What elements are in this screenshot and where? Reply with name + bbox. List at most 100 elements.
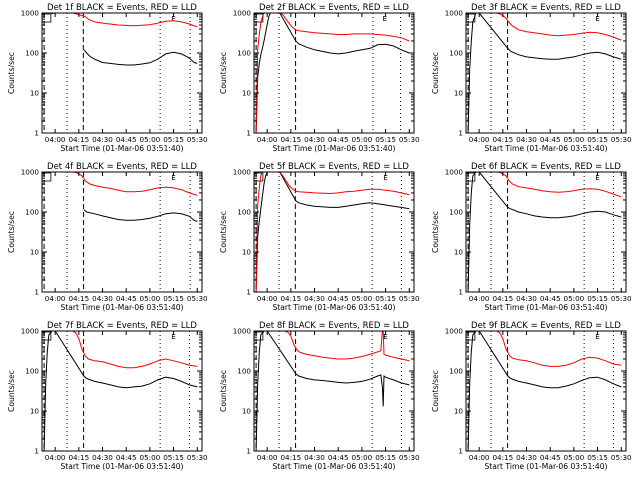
panel-9-ytick-label-100: 100 [449, 367, 463, 376]
panel-5-frame [253, 171, 415, 293]
panel-7-frame [41, 330, 203, 452]
panel-2-ytick-label-1000: 1000 [233, 9, 252, 18]
panel-7-series-events [43, 331, 198, 451]
panel-7-xtick-label-04:15: 04:15 [68, 453, 89, 462]
panel-8-title: Det 8f BLACK = Events, RED = LLD [259, 321, 409, 331]
panel-5-ylabel: Counts/sec [219, 211, 228, 253]
panel-6-series-lld [471, 172, 622, 198]
panel-4-ytick-label-1: 1 [34, 288, 39, 297]
panel-9-xlabel: Start Time (01-Mar-06 03:51:40) [484, 462, 607, 471]
panel-7-xlabel: Start Time (01-Mar-06 03:51:40) [60, 462, 183, 471]
panel-8-xtick-label-05:30: 05:30 [399, 453, 420, 462]
panel-6-xtick-label-04:00: 04:00 [469, 294, 490, 303]
panel-7-series-lld [47, 331, 198, 369]
panel-7-xtick-label-04:00: 04:00 [45, 453, 66, 462]
panel-1-xlabel: Start Time (01-Mar-06 03:51:40) [60, 144, 183, 153]
panel-5-series-lld [255, 172, 410, 292]
panel-3-xtick-label-04:30: 04:30 [516, 135, 537, 144]
panel-4-series-events [83, 209, 198, 222]
panel-9-frame [465, 330, 627, 452]
panel-9-xtick-label-04:45: 04:45 [540, 453, 561, 462]
panel-3-title: Det 3f BLACK = Events, RED = LLD [471, 3, 621, 13]
panel-4-ytick-label-10: 10 [30, 248, 40, 257]
panel-7-letter-marker: E [171, 332, 176, 341]
panel-2-xtick-label-04:15: 04:15 [280, 135, 301, 144]
panel-8-xtick-label-05:00: 05:00 [352, 453, 373, 462]
panel-6-xlabel: Start Time (01-Mar-06 03:51:40) [484, 303, 607, 312]
panel-2-ylabel: Counts/sec [219, 52, 228, 94]
panel-2-series-lld [255, 13, 410, 133]
panel-7-ytick-label-1: 1 [34, 447, 39, 456]
panel-4-xlabel: Start Time (01-Mar-06 03:51:40) [60, 303, 183, 312]
panel-4-xtick-label-04:15: 04:15 [68, 294, 89, 303]
panel-2-ytick-label-1: 1 [246, 129, 251, 138]
panel-5-xtick-label-04:15: 04:15 [280, 294, 301, 303]
panel-9-xtick-label-04:00: 04:00 [469, 453, 490, 462]
panel-4-ytick-label-100: 100 [25, 208, 39, 217]
panel-7-xtick-label-04:30: 04:30 [92, 453, 113, 462]
panel-5-xtick-label-04:00: 04:00 [257, 294, 278, 303]
panel-3-xtick-label-05:00: 05:00 [564, 135, 585, 144]
panel-2-xtick-label-04:30: 04:30 [304, 135, 325, 144]
panel-5-ytick-label-10: 10 [242, 248, 252, 257]
panel-2-title: Det 2f BLACK = Events, RED = LLD [259, 3, 409, 13]
panel-7-ytick-label-1000: 1000 [21, 327, 40, 336]
panel-1-xtick-label-04:15: 04:15 [68, 135, 89, 144]
panel-1-series-events [83, 49, 198, 66]
panel-1-xtick-label-05:30: 05:30 [187, 135, 208, 144]
panel-8-frame [253, 330, 415, 452]
panel-9-ytick-label-1: 1 [458, 447, 463, 456]
panel-1-title: Det 1f BLACK = Events, RED = LLD [47, 3, 197, 13]
panel-5-xtick-label-05:15: 05:15 [375, 294, 396, 303]
panel-9-ytick-label-1000: 1000 [445, 327, 464, 336]
panel-9-letter-marker: E [595, 332, 600, 341]
panel-6-title: Det 6f BLACK = Events, RED = LLD [471, 162, 621, 172]
panel-5-xtick-label-05:30: 05:30 [399, 294, 420, 303]
panel-8-xtick-label-04:00: 04:00 [257, 453, 278, 462]
panel-4-ylabel: Counts/sec [7, 211, 16, 253]
panel-5-xtick-label-05:00: 05:00 [352, 294, 373, 303]
panel-1-xtick-label-04:30: 04:30 [92, 135, 113, 144]
panel-6-xtick-label-05:15: 05:15 [587, 294, 608, 303]
panel-8-ytick-label-1000: 1000 [233, 327, 252, 336]
panel-5-series-events [255, 172, 410, 292]
panel-8-xtick-label-04:45: 04:45 [328, 453, 349, 462]
panel-4-xtick-label-05:15: 05:15 [163, 294, 184, 303]
panel-1-ylabel: Counts/sec [7, 52, 16, 94]
panel-8-letter-marker: E [383, 332, 388, 341]
panel-4-frame [41, 171, 203, 293]
panel-3-xtick-label-05:15: 05:15 [587, 135, 608, 144]
panel-5-letter-marker: E [383, 173, 388, 182]
panel-6-letter-marker: E [595, 173, 600, 182]
panel-8-ytick-label-100: 100 [237, 367, 251, 376]
panel-1-xtick-label-05:00: 05:00 [140, 135, 161, 144]
panel-2-letter-marker: E [383, 14, 388, 23]
panel-7-ylabel: Counts/sec [7, 370, 16, 412]
panel-4-series-lld [47, 172, 198, 196]
panel-7-ytick-label-100: 100 [25, 367, 39, 376]
panel-5-xtick-label-04:45: 04:45 [328, 294, 349, 303]
panel-1-series-lld [47, 13, 198, 28]
panel-4-letter-marker: E [171, 173, 176, 182]
panel-4-xtick-label-05:30: 05:30 [187, 294, 208, 303]
panel-9-title: Det 9f BLACK = Events, RED = LLD [471, 321, 621, 331]
panel-8-ytick-label-10: 10 [242, 407, 252, 416]
panel-4-xtick-label-04:00: 04:00 [45, 294, 66, 303]
panel-6-ylabel: Counts/sec [431, 211, 440, 253]
panel-9-ytick-label-10: 10 [454, 407, 464, 416]
panel-1-letter-marker: E [171, 14, 176, 23]
panel-8-xtick-label-04:15: 04:15 [280, 453, 301, 462]
panel-4-title: Det 4f BLACK = Events, RED = LLD [47, 162, 197, 172]
panel-8-xlabel: Start Time (01-Mar-06 03:51:40) [272, 462, 395, 471]
panel-3-xtick-label-05:30: 05:30 [611, 135, 632, 144]
panel-2-xlabel: Start Time (01-Mar-06 03:51:40) [272, 144, 395, 153]
panel-3-ytick-label-10: 10 [454, 89, 464, 98]
panel-5-ytick-label-100: 100 [237, 208, 251, 217]
panel-3-xtick-label-04:45: 04:45 [540, 135, 561, 144]
panel-3-ytick-label-100: 100 [449, 49, 463, 58]
panel-9-xtick-label-05:30: 05:30 [611, 453, 632, 462]
panel-8-series-events [255, 331, 410, 451]
panel-9-series-lld [471, 331, 622, 367]
panel-4-xtick-label-04:45: 04:45 [116, 294, 137, 303]
